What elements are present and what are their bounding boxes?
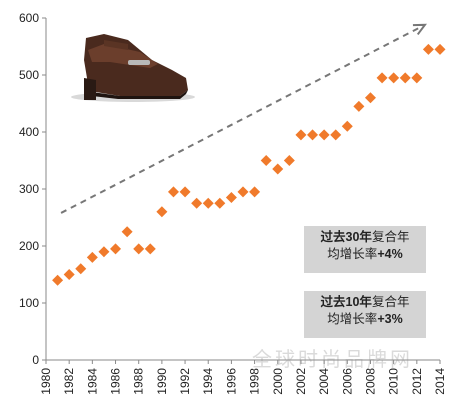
y-tick-label: 100 bbox=[19, 296, 39, 310]
x-tick-label: 1992 bbox=[178, 368, 192, 395]
data-point bbox=[318, 129, 330, 141]
data-point bbox=[202, 197, 214, 209]
data-point bbox=[167, 186, 179, 198]
data-point bbox=[133, 243, 145, 255]
x-tick-label: 1990 bbox=[155, 368, 169, 395]
data-point bbox=[353, 100, 365, 112]
data-point bbox=[376, 72, 388, 84]
x-tick-label: 1984 bbox=[85, 368, 99, 395]
x-tick-label: 2002 bbox=[294, 368, 308, 395]
data-point bbox=[330, 129, 342, 141]
trend-arrow bbox=[60, 23, 427, 214]
annotation-10-year: 过去10年复合年 均增长率+3% bbox=[304, 291, 426, 338]
annotation-10-line2-rest: 均增长率 bbox=[327, 312, 378, 326]
data-point bbox=[388, 72, 400, 84]
annotation-30-line2-rest: 均增长率 bbox=[327, 247, 378, 261]
data-point bbox=[121, 226, 133, 238]
data-point bbox=[110, 243, 122, 255]
data-point bbox=[52, 274, 64, 286]
data-point bbox=[179, 186, 191, 198]
y-tick-label: 300 bbox=[19, 182, 39, 196]
data-point bbox=[434, 43, 446, 55]
data-point bbox=[225, 192, 237, 204]
x-tick-label: 1982 bbox=[62, 368, 76, 395]
data-point bbox=[191, 197, 203, 209]
data-points bbox=[52, 43, 446, 286]
x-tick-label: 2006 bbox=[340, 368, 354, 395]
y-tick-label: 400 bbox=[19, 125, 39, 139]
data-point bbox=[295, 129, 307, 141]
data-point bbox=[364, 92, 376, 104]
x-tick-label: 2000 bbox=[271, 368, 285, 395]
x-tick-label: 2004 bbox=[317, 368, 331, 395]
data-point bbox=[214, 197, 226, 209]
x-tick-label: 1996 bbox=[224, 368, 238, 395]
x-tick-label: 2008 bbox=[363, 368, 377, 395]
x-tick-label: 2014 bbox=[433, 368, 447, 395]
annotation-30-line1-rest: 复合年 bbox=[371, 230, 410, 244]
annotation-30-line1-bold: 过去30年 bbox=[320, 230, 372, 244]
y-tick-label: 500 bbox=[19, 68, 39, 82]
y-tick-label: 600 bbox=[19, 11, 39, 25]
annotation-10-line1-bold: 过去10年 bbox=[320, 295, 372, 309]
data-point bbox=[75, 263, 87, 275]
data-point bbox=[399, 72, 411, 84]
data-point bbox=[98, 246, 110, 258]
data-point bbox=[283, 155, 295, 166]
x-tick-label: 1994 bbox=[201, 368, 215, 395]
watermark: 全球时尚品牌网 bbox=[252, 347, 413, 371]
data-point bbox=[307, 129, 319, 141]
annotation-30-year: 过去30年复合年 均增长率+4% bbox=[304, 226, 426, 273]
data-point bbox=[422, 43, 434, 55]
axes: 0 100 200 300 400 500 600 1980 1982 1984 1986 1988 1… bbox=[19, 11, 447, 395]
data-point bbox=[272, 163, 284, 175]
data-point bbox=[156, 206, 168, 218]
data-point bbox=[249, 186, 261, 198]
y-tick-label: 0 bbox=[32, 353, 39, 367]
x-tick-label: 1980 bbox=[39, 368, 53, 395]
x-tick-label: 1986 bbox=[109, 368, 123, 395]
annotation-10-line1-rest: 复合年 bbox=[371, 295, 410, 309]
x-tick-label: 2012 bbox=[410, 368, 424, 395]
x-tick-label: 1998 bbox=[248, 368, 262, 395]
data-point bbox=[411, 72, 423, 84]
trend-arrow-head bbox=[412, 23, 427, 36]
y-tick-label: 200 bbox=[19, 239, 39, 253]
data-point bbox=[260, 155, 272, 166]
data-point bbox=[63, 269, 75, 280]
x-tick-label: 1988 bbox=[132, 368, 146, 395]
loafer-shoe-icon bbox=[71, 34, 195, 102]
data-point bbox=[144, 243, 156, 255]
data-point bbox=[341, 120, 353, 132]
annotation-10-line2-bold: +3% bbox=[377, 312, 403, 326]
data-point bbox=[86, 251, 98, 263]
trend-arrow-line bbox=[60, 23, 426, 214]
data-point bbox=[237, 186, 249, 198]
annotation-30-line2-bold: +4% bbox=[377, 247, 403, 261]
x-tick-label: 2010 bbox=[387, 368, 401, 395]
